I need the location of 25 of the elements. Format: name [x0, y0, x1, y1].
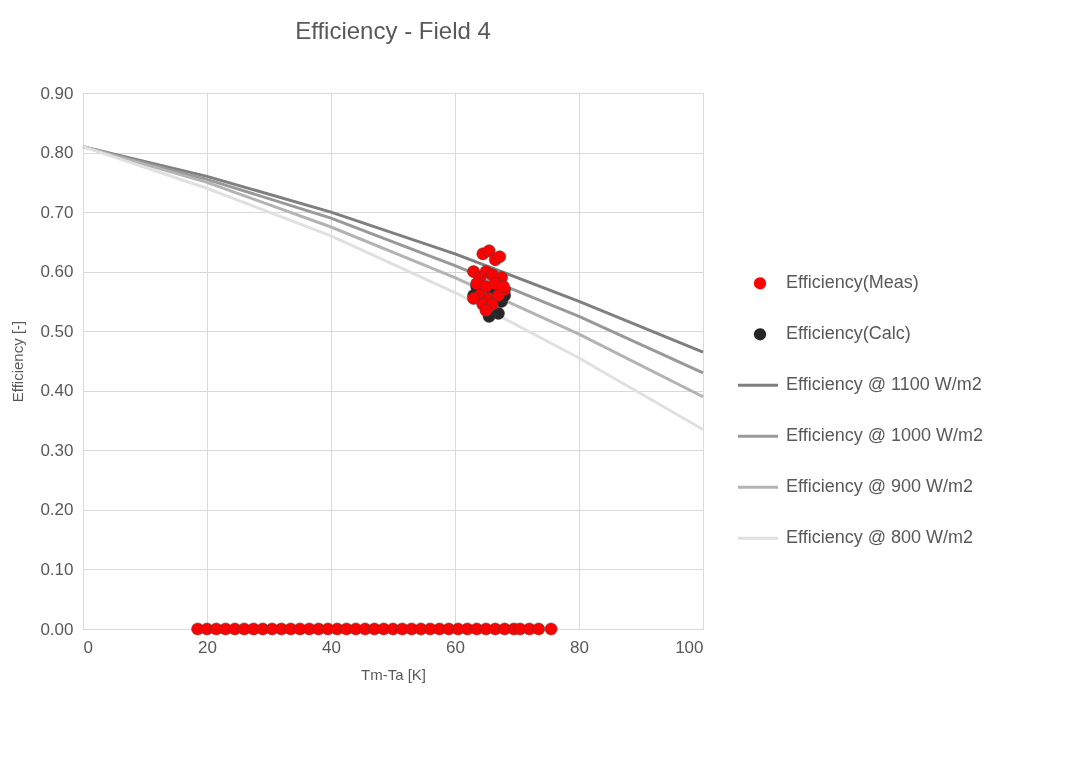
x-tick-label: 100 [675, 637, 704, 657]
y-tick-label: 0.90 [40, 83, 74, 103]
y-tick-label: 0.70 [40, 202, 74, 222]
legend-label: Efficiency(Calc) [786, 323, 911, 344]
legend-label: Efficiency @ 1100 W/m2 [786, 374, 982, 395]
x-tick-label: 80 [570, 637, 589, 657]
legend-label: Efficiency @ 1000 W/m2 [786, 425, 984, 446]
y-tick-label: 0.60 [40, 262, 74, 282]
y-tick-label: 0.80 [40, 143, 74, 163]
y-tick-label: 0.50 [40, 321, 74, 341]
legend-label: Efficiency(Meas) [786, 272, 919, 293]
x-tick-label: 0 [83, 637, 93, 657]
y-tick-label: 0.30 [40, 440, 74, 460]
x-tick-label: 40 [322, 637, 341, 657]
y-tick-label: 0.40 [40, 381, 74, 401]
x-tick-label: 20 [198, 637, 217, 657]
y-tick-label: 0.10 [40, 559, 74, 579]
legend-label: Efficiency @ 900 W/m2 [786, 476, 974, 497]
y-axis-title: Efficiency [-] [9, 320, 27, 403]
y-tick-label: 0.20 [40, 500, 74, 520]
chart-title: Efficiency - Field 4 [295, 17, 491, 44]
y-tick-label: 0.00 [40, 619, 74, 639]
x-tick-label: 60 [446, 637, 465, 657]
x-axis-title: Tm-Ta [K] [360, 665, 427, 683]
legend-label: Efficiency @ 800 W/m2 [786, 527, 974, 548]
